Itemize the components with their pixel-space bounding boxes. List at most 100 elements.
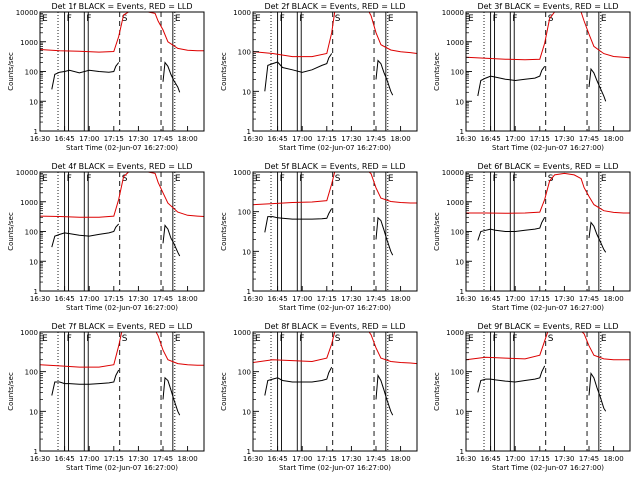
panel-title: Det 4f BLACK = Events, RED = LLD xyxy=(51,162,192,171)
interval-label: E xyxy=(601,14,607,24)
y-tick-label: 100 xyxy=(25,69,38,77)
y-tick-label: 1000 xyxy=(446,199,464,207)
series-line-events xyxy=(588,67,607,102)
y-tick-label: 100 xyxy=(451,69,464,77)
interval-label: E xyxy=(388,14,394,24)
y-tick-label: 100 xyxy=(25,369,38,377)
x-tick-label: 16:45 xyxy=(268,135,288,143)
x-tick-label: 16:30 xyxy=(30,135,50,143)
panel-title: Det 2f BLACK = Events, RED = LLD xyxy=(264,2,405,11)
y-tick-label: 1 xyxy=(460,128,464,136)
x-tick-label: 17:15 xyxy=(317,135,337,143)
series-line-events xyxy=(477,66,546,97)
y-tick-label: 1 xyxy=(247,448,251,456)
x-tick-label: 17:00 xyxy=(505,135,525,143)
series-line-events xyxy=(588,372,607,412)
x-tick-label: 17:15 xyxy=(530,135,550,143)
x-tick-label: 17:30 xyxy=(341,295,361,303)
interval-label: F xyxy=(512,334,517,344)
interval-label: E xyxy=(388,174,394,184)
plot-frame xyxy=(252,11,418,132)
x-axis-label: Start Time (02-Jun-07 16:27:00) xyxy=(279,144,391,152)
plot-frame xyxy=(252,331,418,452)
x-tick-label: 17:00 xyxy=(505,295,525,303)
interval-label: E xyxy=(175,14,181,24)
x-tick-label: 16:45 xyxy=(481,455,501,463)
x-axis-label: Start Time (02-Jun-07 16:27:00) xyxy=(66,144,178,152)
y-axis-label: Counts/sec xyxy=(7,52,15,91)
x-tick-label: 17:30 xyxy=(341,455,361,463)
series-line-events xyxy=(162,376,181,416)
x-tick-label: 17:00 xyxy=(505,455,525,463)
interval-label: F xyxy=(67,174,72,184)
y-tick-label: 10 xyxy=(242,248,251,256)
series-line-events xyxy=(162,224,181,257)
interval-label: F xyxy=(493,174,498,184)
x-tick-label: 17:15 xyxy=(104,135,124,143)
series-line-events xyxy=(375,373,394,416)
series-line-events xyxy=(264,53,333,92)
y-tick-label: 1000 xyxy=(20,199,38,207)
interval-label: F xyxy=(280,14,285,24)
x-tick-label: 16:45 xyxy=(481,295,501,303)
x-tick-label: 16:30 xyxy=(30,455,50,463)
interval-label: E xyxy=(468,334,474,344)
x-tick-label: 16:30 xyxy=(456,135,476,143)
y-tick-label: 1000 xyxy=(233,329,251,337)
interval-label: F xyxy=(299,334,304,344)
x-tick-label: 17:15 xyxy=(317,455,337,463)
series-line-events xyxy=(375,59,394,96)
x-tick-label: 16:45 xyxy=(55,135,75,143)
y-tick-label: 100 xyxy=(451,229,464,237)
y-tick-label: 1 xyxy=(460,448,464,456)
x-tick-label: 17:30 xyxy=(128,135,148,143)
x-axis-label: Start Time (02-Jun-07 16:27:00) xyxy=(66,464,178,472)
x-tick-label: 17:15 xyxy=(317,295,337,303)
interval-label: F xyxy=(493,14,498,24)
x-tick-label: 17:15 xyxy=(104,295,124,303)
interval-label: F xyxy=(493,334,498,344)
x-tick-label: 18:00 xyxy=(178,295,198,303)
panel-title: Det 3f BLACK = Events, RED = LLD xyxy=(477,2,618,11)
x-tick-label: 17:30 xyxy=(554,455,574,463)
series-line-events xyxy=(477,365,546,393)
y-tick-label: 1000 xyxy=(20,39,38,47)
x-tick-label: 17:45 xyxy=(579,455,599,463)
x-tick-label: 18:00 xyxy=(604,455,624,463)
interval-label: E xyxy=(175,174,181,184)
x-tick-label: 16:45 xyxy=(55,295,75,303)
y-tick-label: 100 xyxy=(25,229,38,237)
x-tick-label: 16:45 xyxy=(268,455,288,463)
plot-frame xyxy=(465,331,631,452)
x-axis-label: Start Time (02-Jun-07 16:27:00) xyxy=(66,304,178,312)
y-tick-label: 10 xyxy=(242,408,251,416)
interval-label: F xyxy=(280,334,285,344)
interval-label: E xyxy=(255,334,261,344)
interval-label: S xyxy=(335,14,341,24)
x-axis-label: Start Time (02-Jun-07 16:27:00) xyxy=(492,304,604,312)
interval-label: F xyxy=(299,174,304,184)
y-tick-label: 1 xyxy=(247,128,251,136)
interval-label: E xyxy=(42,334,48,344)
interval-label: F xyxy=(512,14,517,24)
x-tick-label: 16:30 xyxy=(243,295,263,303)
y-tick-label: 1 xyxy=(247,288,251,296)
x-tick-label: 17:00 xyxy=(79,295,99,303)
series-line-events xyxy=(162,61,181,93)
interval-label: E xyxy=(388,334,394,344)
x-tick-label: 18:00 xyxy=(604,135,624,143)
y-tick-label: 10 xyxy=(455,98,464,106)
x-tick-label: 18:00 xyxy=(178,135,198,143)
y-axis-label: Counts/sec xyxy=(433,212,441,251)
series-line-events xyxy=(264,366,333,396)
x-tick-label: 18:00 xyxy=(391,135,411,143)
x-tick-label: 18:00 xyxy=(391,295,411,303)
y-tick-label: 10000 xyxy=(16,9,38,17)
